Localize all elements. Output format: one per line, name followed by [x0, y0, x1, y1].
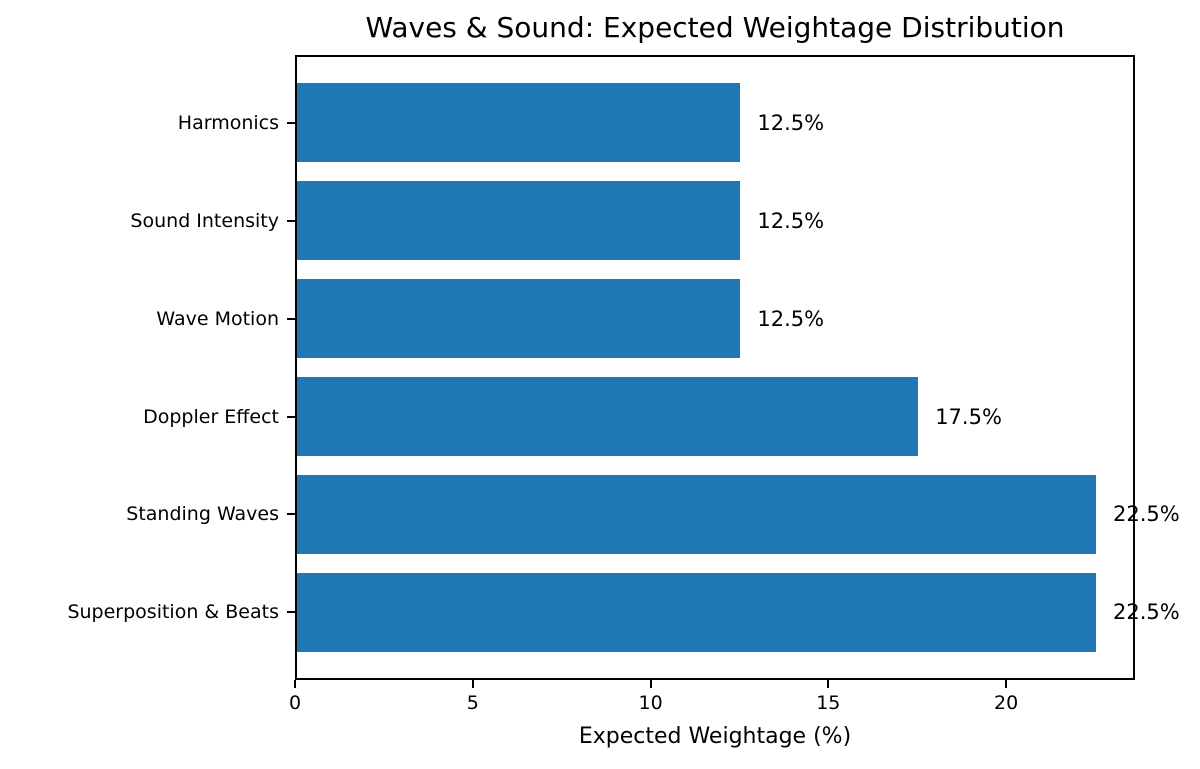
x-tick-label: 15 — [816, 692, 841, 714]
category-label: Superposition & Beats — [67, 601, 279, 624]
y-tick — [287, 611, 295, 614]
x-tick-label: 5 — [466, 692, 479, 714]
bar — [296, 475, 1096, 554]
bar — [296, 573, 1096, 652]
bar — [296, 377, 919, 456]
category-label: Standing Waves — [126, 503, 279, 526]
y-tick — [287, 317, 295, 320]
y-tick — [287, 513, 295, 516]
bar — [296, 83, 741, 162]
value-label: 22.5% — [1113, 502, 1180, 527]
category-label: Wave Motion — [156, 307, 279, 330]
x-tick-label: 20 — [994, 692, 1019, 714]
x-tick — [827, 680, 830, 688]
x-tick-label: 10 — [638, 692, 663, 714]
value-label: 12.5% — [757, 110, 825, 135]
x-tick — [471, 680, 474, 688]
x-tick — [1005, 680, 1008, 688]
bar — [296, 181, 741, 260]
value-label: 22.5% — [1113, 600, 1180, 625]
category-label: Sound Intensity — [130, 209, 279, 232]
x-axis-label: Expected Weightage (%) — [578, 724, 852, 749]
x-tick-label: 0 — [288, 692, 302, 714]
chart-title: Waves & Sound: Expected Weightage Distri… — [365, 11, 1065, 44]
bar — [296, 279, 741, 358]
y-tick — [287, 219, 295, 222]
y-tick — [287, 121, 295, 124]
x-tick — [649, 680, 652, 688]
y-tick — [287, 415, 295, 418]
category-label: Doppler Effect — [143, 405, 279, 428]
value-label: 12.5% — [757, 208, 825, 233]
category-label: Harmonics — [177, 111, 279, 134]
value-label: 12.5% — [757, 306, 825, 331]
value-label: 17.5% — [935, 404, 1002, 429]
x-tick — [294, 680, 296, 688]
